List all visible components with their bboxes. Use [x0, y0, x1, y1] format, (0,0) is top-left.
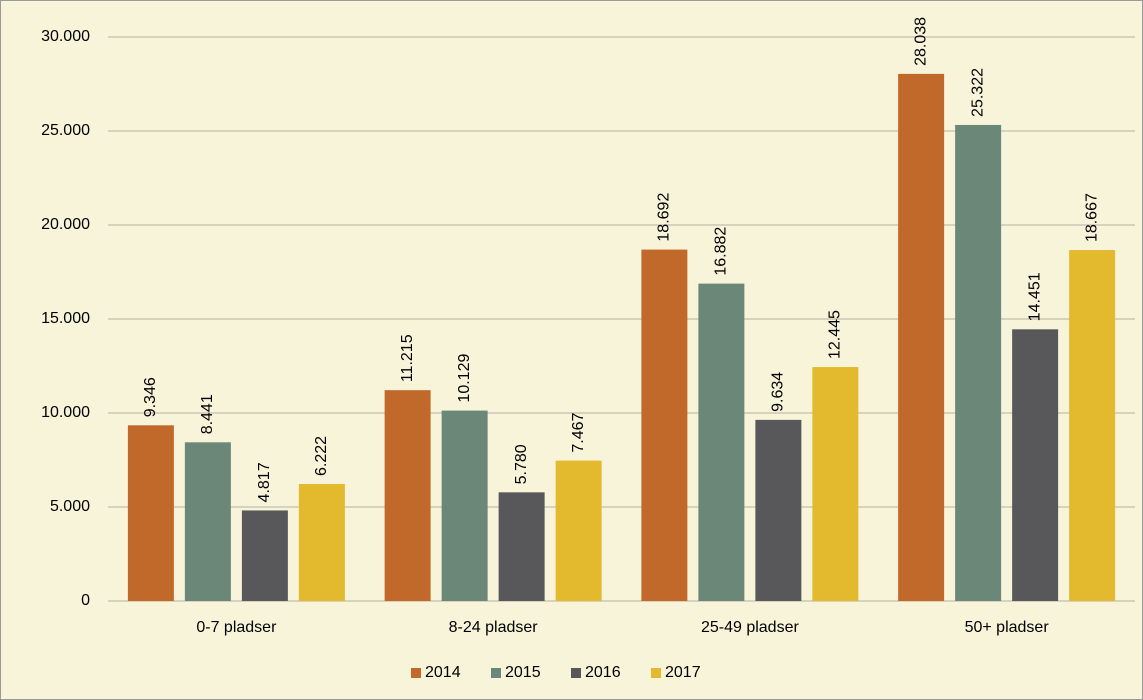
- bar: [298, 484, 345, 601]
- bar: [184, 442, 231, 601]
- bar: [384, 390, 431, 601]
- value-label: 8.441: [199, 394, 216, 434]
- value-label: 18.692: [656, 193, 673, 242]
- y-tick-label: 10.000: [41, 404, 90, 421]
- bar: [1012, 329, 1059, 601]
- x-tick-label: 8-24 pladser: [449, 619, 539, 636]
- value-label: 9.634: [770, 372, 787, 412]
- bar: [498, 492, 545, 601]
- bar: [641, 249, 688, 601]
- value-label: 5.780: [513, 444, 530, 484]
- bar: [241, 510, 288, 601]
- value-label: 18.667: [1083, 193, 1100, 242]
- legend-swatch: [411, 668, 421, 678]
- value-label: 12.445: [827, 310, 844, 359]
- value-label: 10.129: [456, 354, 473, 403]
- value-label: 7.467: [570, 412, 587, 452]
- value-label: 6.222: [313, 436, 330, 476]
- x-tick-label: 25-49 pladser: [701, 619, 800, 636]
- bar: [755, 419, 802, 601]
- value-label: 4.817: [256, 462, 273, 502]
- y-tick-label: 30.000: [41, 28, 90, 45]
- value-label: 11.215: [399, 334, 416, 382]
- legend-label: 2016: [585, 664, 621, 681]
- legend-swatch: [651, 668, 661, 678]
- y-tick-label: 5.000: [50, 498, 90, 515]
- bar: [1069, 250, 1116, 601]
- bar: [955, 124, 1002, 601]
- value-label: 16.882: [713, 227, 730, 276]
- value-label: 9.346: [142, 377, 159, 417]
- bar: [698, 283, 745, 601]
- bar: [898, 73, 945, 601]
- legend-swatch: [571, 668, 581, 678]
- bar: [127, 425, 174, 601]
- legend-label: 2014: [425, 664, 461, 681]
- bar: [555, 460, 602, 601]
- value-label: 28.038: [912, 17, 929, 66]
- y-tick-label: 25.000: [41, 122, 90, 139]
- x-tick-label: 0-7 pladser: [196, 619, 277, 636]
- y-tick-label: 0: [81, 592, 90, 609]
- legend-swatch: [491, 668, 501, 678]
- legend-label: 2017: [665, 664, 701, 681]
- y-tick-label: 20.000: [41, 216, 90, 233]
- bar: [812, 367, 859, 601]
- legend-label: 2015: [505, 664, 541, 681]
- value-label: 25.322: [969, 68, 986, 117]
- x-tick-label: 50+ pladser: [965, 619, 1050, 636]
- value-label: 14.451: [1026, 272, 1043, 321]
- bar: [441, 410, 488, 601]
- y-tick-label: 15.000: [41, 310, 90, 327]
